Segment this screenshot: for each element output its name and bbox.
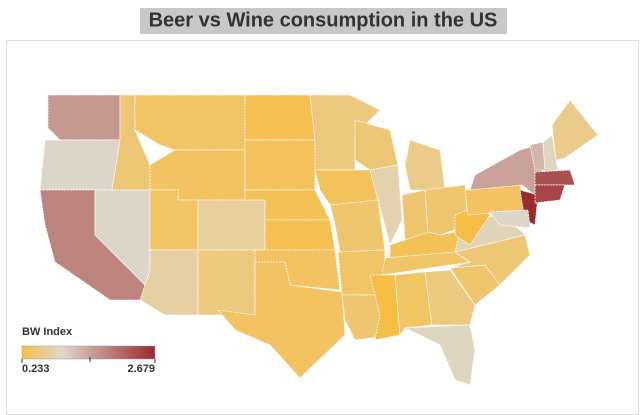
state: [394, 271, 433, 337]
state: [534, 169, 576, 186]
state: [404, 324, 476, 386]
state: [404, 139, 446, 191]
state: [369, 274, 401, 341]
state: [244, 139, 316, 191]
legend-min-label: 0.233: [22, 363, 50, 375]
state: [424, 269, 476, 326]
title-bar: [140, 8, 507, 34]
legend-max-label: 2.679: [127, 363, 155, 375]
state: [197, 249, 256, 316]
map-title: Beer vs Wine consumption in the US: [149, 9, 498, 31]
state: [314, 169, 379, 206]
legend-gradient: [21, 345, 156, 360]
legend-title: BW Index: [22, 326, 73, 338]
state: [542, 134, 559, 173]
state: [489, 209, 531, 229]
state: [39, 139, 121, 191]
state: [354, 119, 399, 171]
state: [134, 94, 246, 151]
state: [551, 99, 599, 161]
state: [534, 184, 566, 204]
state: [529, 141, 546, 171]
state: [329, 199, 386, 253]
state: [254, 249, 341, 291]
state: [217, 261, 346, 379]
state: [401, 189, 429, 241]
state: [197, 199, 266, 251]
state: [244, 94, 316, 141]
states: [39, 94, 599, 386]
state: [47, 94, 121, 141]
state: [264, 219, 336, 251]
state: [369, 164, 403, 247]
state: [449, 234, 531, 286]
